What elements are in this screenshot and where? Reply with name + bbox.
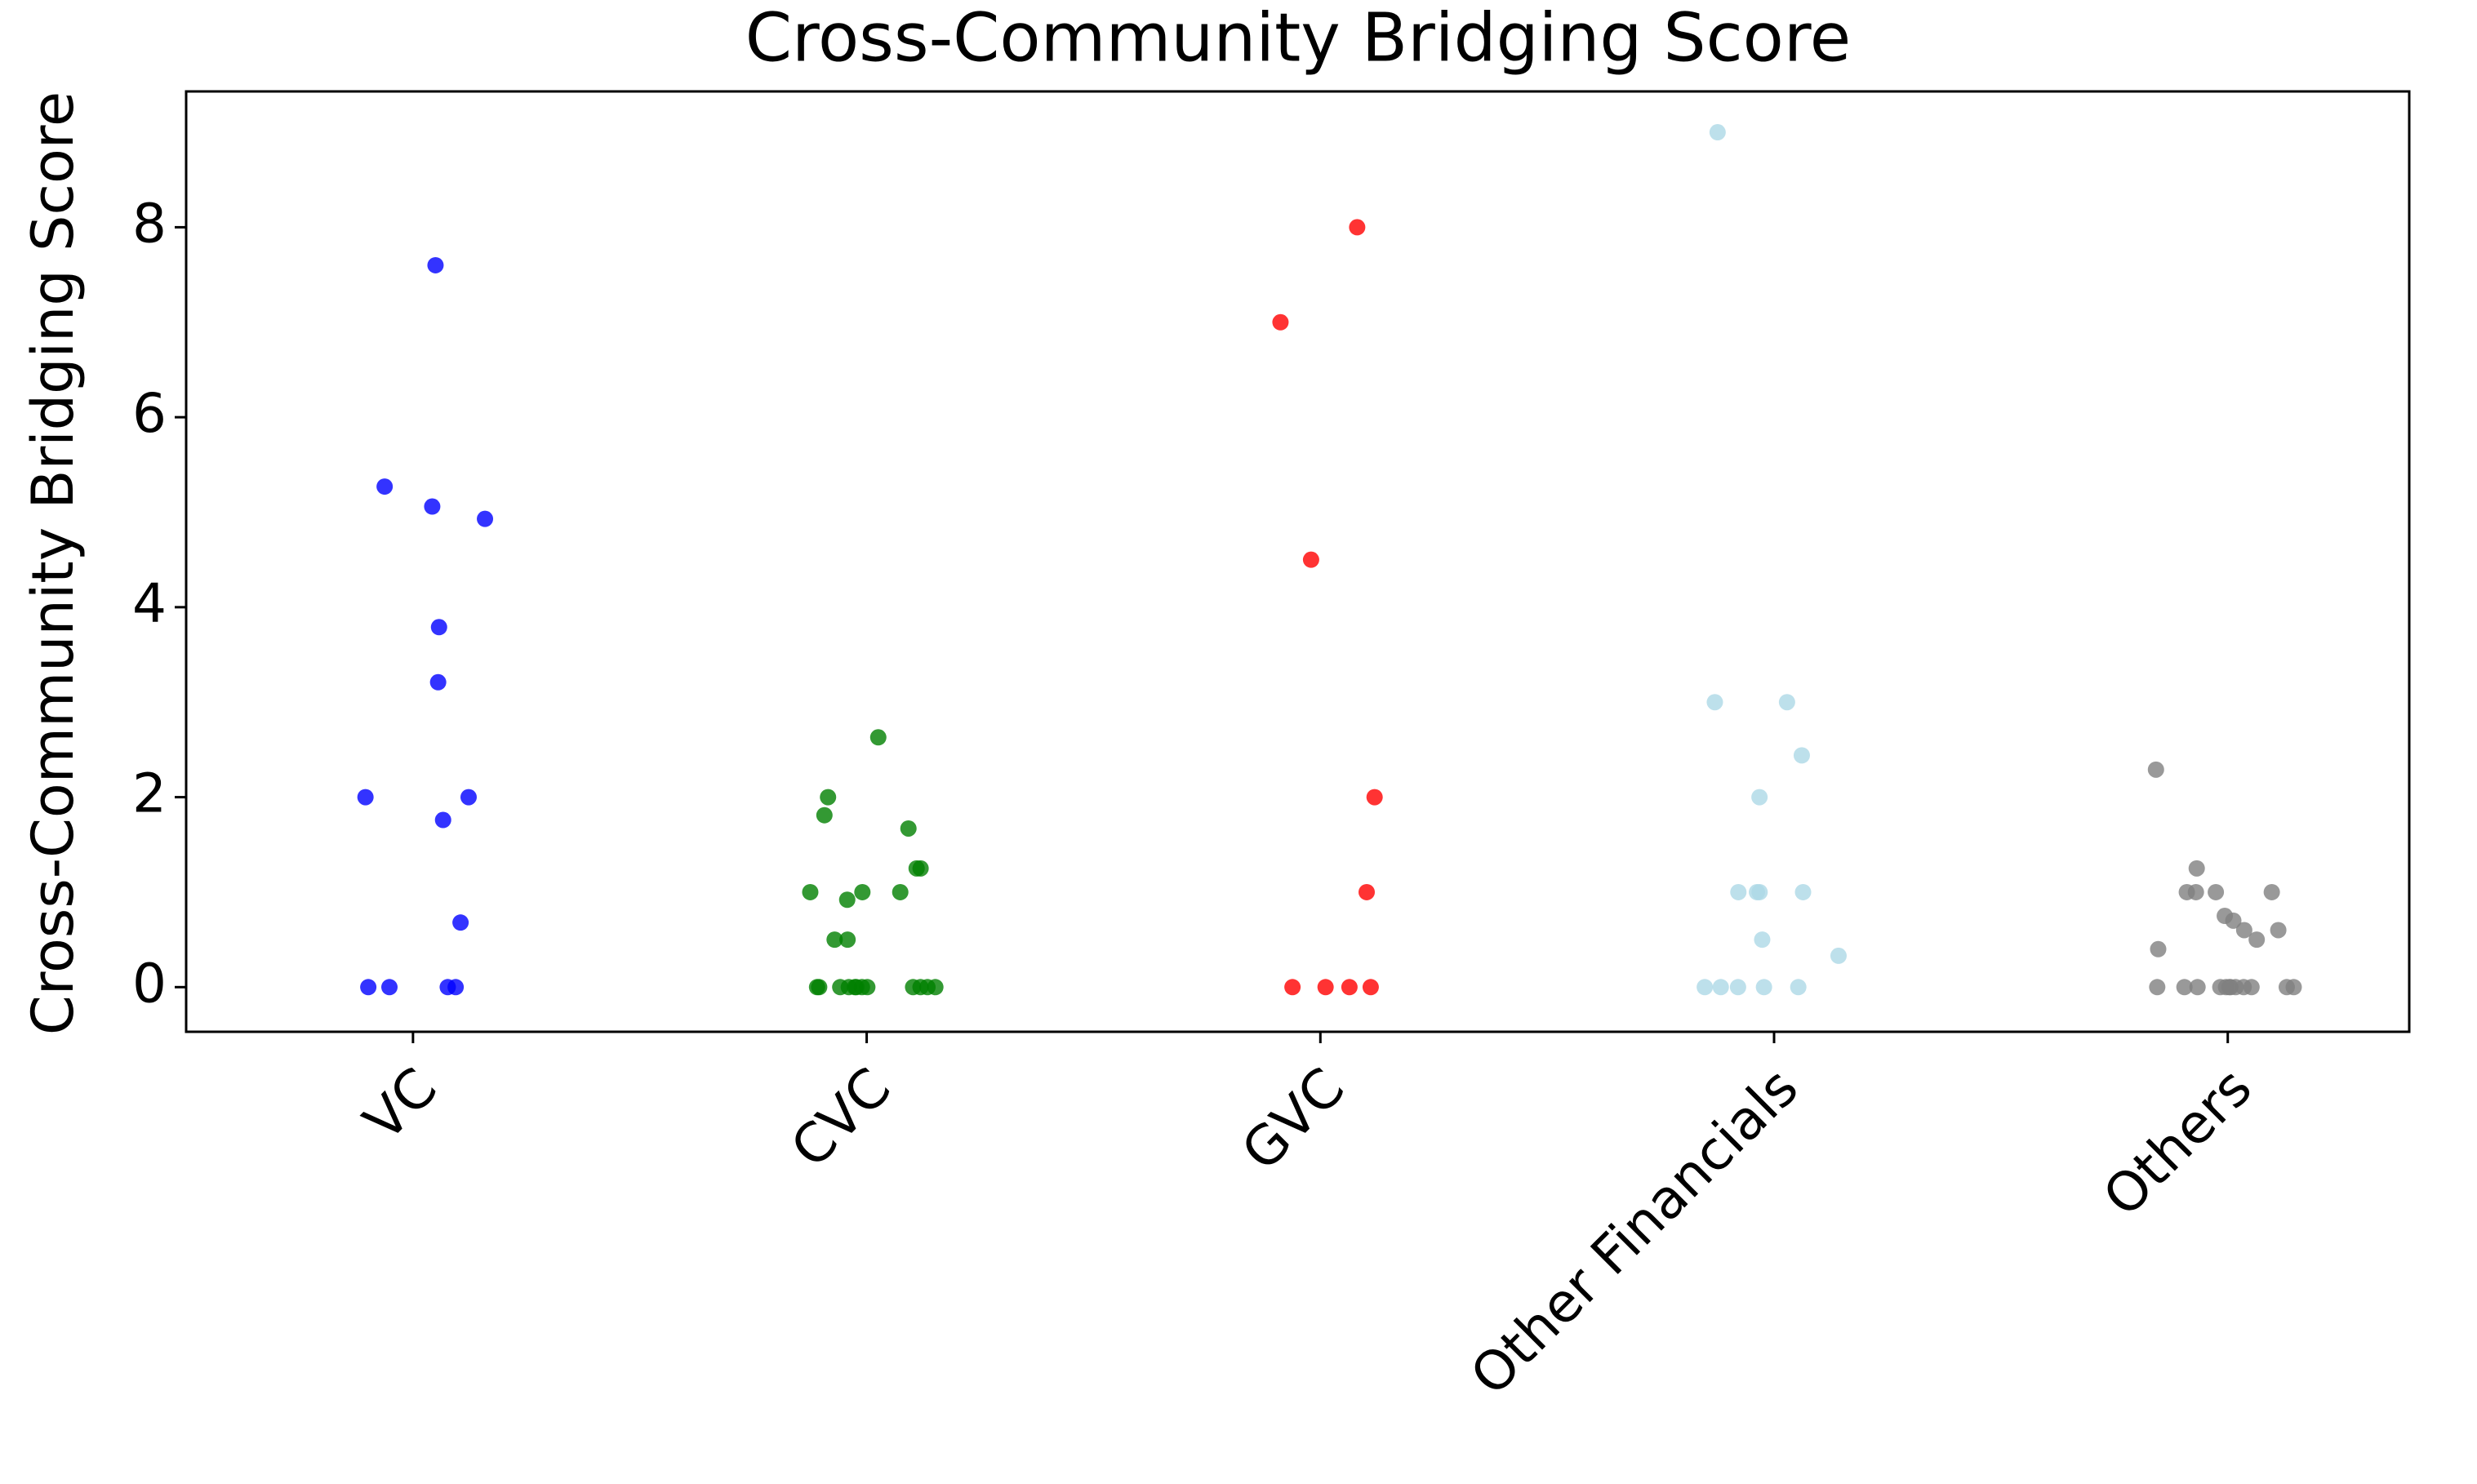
- point: [1794, 883, 1812, 900]
- point: [2188, 860, 2205, 877]
- point: [376, 478, 394, 495]
- point: [429, 673, 447, 691]
- point: [2176, 979, 2193, 996]
- point: [1317, 979, 1334, 996]
- point: [430, 619, 447, 636]
- point: [869, 729, 887, 746]
- point: [447, 979, 465, 996]
- point: [1272, 313, 1289, 331]
- point: [908, 860, 925, 877]
- point: [2222, 979, 2239, 996]
- point: [840, 979, 857, 996]
- point: [820, 789, 837, 806]
- point: [1362, 979, 1379, 996]
- point: [2178, 883, 2195, 900]
- plot-frame: [185, 90, 2411, 1033]
- point: [1729, 979, 1746, 996]
- point: [1349, 219, 1366, 236]
- point: [927, 979, 944, 996]
- point: [2235, 922, 2252, 939]
- point: [900, 820, 917, 837]
- point: [1755, 979, 1772, 996]
- x-tick-label: VC: [352, 1056, 449, 1153]
- point: [381, 979, 398, 996]
- point: [2248, 931, 2266, 949]
- x-tick-label: Other Financials: [1459, 1056, 1810, 1407]
- y-tick-label: 8: [132, 192, 167, 255]
- point: [1751, 789, 1768, 806]
- point: [1712, 979, 1729, 996]
- point: [1830, 947, 1847, 964]
- point: [452, 914, 469, 931]
- point: [2150, 940, 2167, 957]
- y-tick-label: 0: [132, 952, 167, 1015]
- point: [1730, 883, 1747, 900]
- point: [427, 256, 444, 273]
- point: [802, 883, 819, 900]
- point: [1754, 931, 1771, 949]
- point: [2147, 761, 2164, 778]
- point: [1284, 979, 1301, 996]
- point: [424, 498, 441, 515]
- point: [460, 789, 477, 806]
- point: [2189, 979, 2206, 996]
- point: [1302, 551, 1319, 568]
- point: [360, 979, 377, 996]
- point: [1751, 883, 1768, 900]
- point: [2278, 979, 2295, 996]
- point: [2263, 883, 2280, 900]
- point: [1366, 789, 1383, 806]
- point: [1341, 979, 1358, 996]
- x-tick-label: Others: [2092, 1056, 2264, 1229]
- point: [477, 510, 494, 527]
- point: [826, 931, 843, 949]
- point: [2235, 979, 2252, 996]
- point: [853, 979, 870, 996]
- y-tick-label: 6: [132, 382, 167, 445]
- point: [816, 806, 833, 824]
- point: [1706, 694, 1723, 711]
- point: [808, 979, 825, 996]
- point: [892, 883, 909, 900]
- chart-title: Cross-Community Bridging Score: [745, 0, 1851, 77]
- point: [2208, 883, 2225, 900]
- y-axis-label: Cross-Community Bridging Score: [20, 91, 87, 1035]
- x-tick-label: GVC: [1230, 1056, 1356, 1183]
- point: [1359, 883, 1376, 900]
- point: [839, 931, 856, 949]
- point: [1709, 124, 1726, 141]
- x-tick-label: CVC: [779, 1056, 903, 1180]
- y-tick-label: 4: [132, 572, 167, 635]
- point: [1778, 694, 1795, 711]
- point: [838, 891, 856, 909]
- y-tick-label: 2: [132, 762, 167, 825]
- point: [854, 883, 871, 900]
- point: [1793, 747, 1810, 764]
- point: [2225, 912, 2242, 929]
- point: [1697, 979, 1714, 996]
- point: [357, 789, 374, 806]
- point: [1790, 979, 1807, 996]
- point: [905, 979, 922, 996]
- point: [434, 811, 451, 829]
- point: [2149, 979, 2166, 996]
- point: [2270, 922, 2287, 939]
